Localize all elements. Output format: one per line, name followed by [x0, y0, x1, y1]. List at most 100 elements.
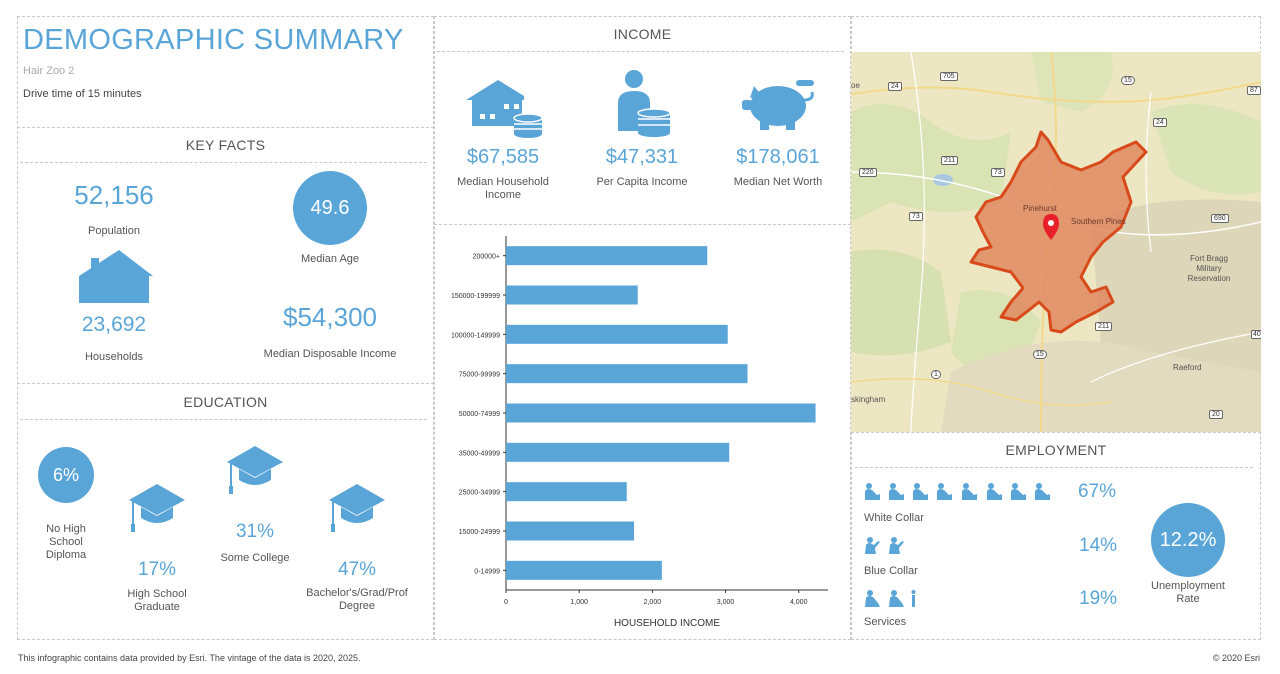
- route-shield: 87: [1247, 86, 1261, 95]
- household-income-chart: 200000+ 150000-199999 100000-149999 75000-9…: [451, 236, 828, 629]
- population-value: 52,156: [74, 180, 154, 210]
- footer-note: This infographic contains data provided …: [18, 653, 361, 663]
- hs-label: High School Graduate: [127, 588, 187, 613]
- education-title: EDUCATION: [183, 394, 268, 410]
- x-tick-label: 0: [504, 599, 508, 606]
- drive-time: Drive time of 15 minutes: [23, 88, 142, 100]
- services-icons: [864, 589, 924, 614]
- graduation-cap-icon: [225, 444, 285, 501]
- no-hs-value: 6%: [52, 464, 79, 485]
- per-capita-label: Per Capita Income: [596, 176, 688, 188]
- unemployment-value: 12.2%: [1159, 528, 1217, 551]
- bar: [506, 364, 748, 384]
- employment-title: EMPLOYMENT: [1005, 442, 1107, 458]
- map-label-fort-bragg: Fort Bragg Military Reservation: [1187, 254, 1231, 283]
- y-tick-label: 200000+: [473, 254, 500, 261]
- house-coins-icon: [464, 78, 544, 145]
- y-tick-label: 100000-149999: [451, 332, 500, 339]
- unemployment-label: Unemployment Rate: [1151, 580, 1225, 605]
- disposable-income-label: Median Disposable Income: [263, 348, 397, 360]
- bar: [506, 560, 662, 580]
- bar: [506, 246, 708, 266]
- drive-time-map[interactable]: 705 24 15 87 24 211 73 220 73 690 211 15…: [851, 52, 1261, 432]
- blue-collar-label: Blue Collar: [864, 565, 918, 577]
- y-tick-label: 75000-99999: [459, 372, 500, 379]
- page-title: DEMOGRAPHIC SUMMARY: [23, 24, 404, 56]
- map-label-skingham: skingham: [851, 395, 886, 404]
- median-age-label: Median Age: [300, 253, 360, 265]
- white-collar-value: 67%: [1078, 481, 1117, 502]
- route-shield: 73: [909, 212, 923, 221]
- route-shield: 73: [991, 168, 1005, 177]
- household-income-label: Median Household Income: [457, 176, 549, 201]
- households-label: Households: [84, 351, 144, 363]
- x-tick-label: 2,000: [644, 599, 662, 606]
- person-coins-icon: [614, 69, 674, 144]
- route-shield: 211: [1095, 322, 1113, 331]
- footer-copyright: © 2020 Esri: [1212, 653, 1260, 663]
- net-worth-label: Median Net Worth: [733, 176, 823, 188]
- route-shield: 15: [1033, 350, 1047, 359]
- median-age-value: 49.6: [310, 196, 350, 219]
- x-tick-label: 1,000: [570, 599, 588, 606]
- bar: [506, 285, 638, 305]
- bar: [506, 482, 627, 502]
- some-college-label: Some College: [220, 552, 290, 564]
- key-facts-title: KEY FACTS: [185, 137, 266, 153]
- bar: [506, 442, 730, 462]
- y-tick-label: 50000-74999: [459, 411, 500, 418]
- white-collar-icons: [864, 482, 1054, 507]
- income-title: INCOME: [613, 26, 672, 42]
- route-shield: 24: [1153, 118, 1167, 127]
- route-shield: 24: [888, 82, 902, 91]
- no-hs-label: No High School Diploma: [45, 523, 87, 561]
- left-panel: [17, 16, 434, 640]
- households-value: 23,692: [81, 313, 147, 336]
- x-axis-label: HOUSEHOLD INCOME: [614, 618, 720, 629]
- services-value: 19%: [1079, 588, 1118, 609]
- piggy-bank-icon: [740, 78, 816, 139]
- disposable-income-value: $54,300: [283, 302, 377, 332]
- middle-panel: [434, 16, 851, 640]
- unemployment-badge: 12.2%: [1151, 503, 1225, 577]
- route-shield: 1: [931, 370, 941, 379]
- route-shield: 40: [1251, 330, 1261, 339]
- route-shield: 15: [1121, 76, 1135, 85]
- y-tick-label: 0-14999: [474, 568, 500, 575]
- blue-collar-icons: [864, 536, 908, 561]
- bar: [506, 403, 816, 423]
- route-shield: 220: [859, 168, 877, 177]
- blue-collar-value: 14%: [1079, 535, 1118, 556]
- x-tick-label: 4,000: [790, 599, 808, 606]
- y-tick-label: 25000-34999: [459, 490, 500, 497]
- route-shield: 705: [940, 72, 958, 81]
- map-label-oe: oe: [851, 81, 860, 90]
- some-college-value: 31%: [235, 521, 275, 542]
- net-worth-value: $178,061: [736, 146, 820, 168]
- map-label-southern-pines: Southern Pines: [1071, 217, 1126, 226]
- hs-value: 17%: [137, 559, 177, 580]
- route-shield: 211: [941, 156, 959, 165]
- median-age-badge: 49.6: [293, 171, 367, 245]
- y-tick-label: 35000-49999: [459, 450, 500, 457]
- bar: [506, 521, 635, 541]
- bachelors-value: 47%: [337, 559, 377, 580]
- bar: [506, 324, 728, 344]
- location-name: Hair Zoo 2: [23, 65, 75, 77]
- house-icon: [73, 248, 155, 309]
- route-shield: 690: [1211, 214, 1229, 223]
- map-label-raeford: Raeford: [1173, 363, 1202, 372]
- map-label-pinehurst: Pinehurst: [1023, 204, 1057, 213]
- bachelors-label: Bachelor's/Grad/Prof Degree: [306, 587, 408, 612]
- population-label: Population: [88, 225, 140, 237]
- route-shield: 20: [1209, 410, 1223, 419]
- services-label: Services: [864, 616, 907, 628]
- household-income-value: $67,585: [466, 146, 540, 168]
- y-tick-label: 15000-24999: [459, 529, 500, 536]
- per-capita-value: $47,331: [605, 146, 679, 168]
- x-tick-label: 3,000: [717, 599, 735, 606]
- graduation-cap-icon: [127, 482, 187, 539]
- graduation-cap-icon: [327, 482, 387, 539]
- y-tick-label: 150000-199999: [451, 293, 500, 300]
- white-collar-label: White Collar: [864, 512, 924, 524]
